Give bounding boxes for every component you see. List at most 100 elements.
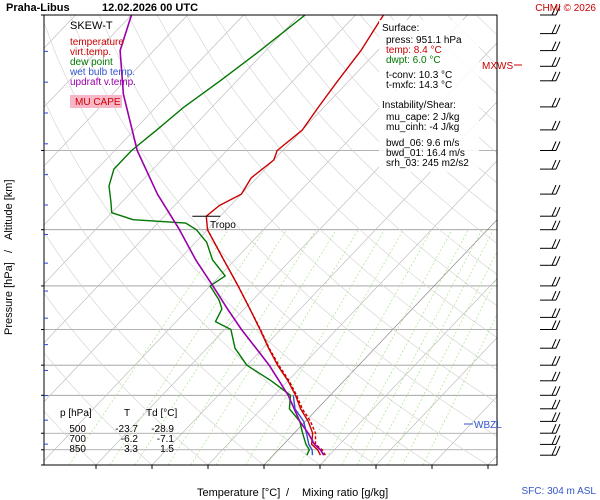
mixing-ratio-line [134, 229, 287, 465]
isotherm-line [44, 15, 412, 403]
wind-barb-flag [555, 386, 561, 396]
wind-barb [540, 276, 561, 287]
tropo-label: Tropo [210, 220, 236, 231]
wind-barb-flag [555, 256, 561, 266]
dry-adiabat-line [44, 231, 265, 465]
wind-barb-flag [555, 445, 561, 456]
isotherm-line [544, 15, 600, 465]
dry-adiabat-line [127, 15, 497, 404]
datetime: 12.02.2026 00 UTC [102, 2, 198, 14]
grid-clip [44, 15, 600, 465]
wind-profile [540, 5, 561, 456]
wbzl-label: WBZL [474, 420, 502, 431]
wind-barb-flag [555, 71, 561, 82]
level-row-td: -28.9 [151, 424, 174, 435]
wind-barb-flag [551, 355, 557, 366]
wind-barb [540, 308, 561, 318]
wind-barb-flag [551, 5, 557, 16]
wind-barb-flag [551, 445, 557, 456]
chart-title: SKEW-T [70, 20, 113, 32]
wind-barb [540, 159, 561, 170]
y-axis [41, 14, 44, 466]
surface-temp: temp: 8.4 °C [386, 45, 442, 56]
instability-heading: Instability/Shear: [382, 100, 456, 111]
dry-adiabat-line [44, 292, 209, 465]
isotherm-line [44, 15, 244, 226]
wind-barb [540, 445, 561, 456]
isotherm-line [487, 455, 497, 465]
plot-frame [43, 14, 498, 466]
wind-barb-flag [551, 290, 557, 301]
wind-barb-flag [551, 41, 557, 51]
wind-barb [540, 423, 561, 434]
mu-cape-value: mu_cape: 2 J/kg [386, 112, 459, 123]
wind-barb-flag [555, 423, 561, 434]
wind-barb [540, 371, 561, 382]
bwd-01-value: bwd_01: 16.4 m/s [386, 148, 465, 159]
wind-barb-flag [555, 276, 561, 287]
wind-barb [540, 320, 561, 330]
y-axis-title: Pressure [hPa] [3, 262, 15, 335]
isotherm-line [44, 15, 356, 344]
wind-barb-flag [555, 371, 561, 382]
level-row-t: -23.7 [115, 424, 138, 435]
legend-updraft: updraft v.temp. [70, 77, 136, 88]
wind-barb-flag [551, 276, 557, 287]
wind-barb-flag [555, 220, 561, 230]
mixing-ratio-line [167, 229, 317, 465]
wind-barb-flag [551, 120, 557, 131]
wind-barb-flag [555, 308, 561, 318]
series-layer [108, 15, 385, 456]
mixing-ratio-line [370, 229, 494, 465]
dry-adiabat-line [44, 99, 377, 465]
wind-barb [540, 57, 561, 67]
dry-adiabat-line [156, 15, 497, 371]
dry-adiabat-line [44, 167, 321, 465]
isotherm-line [44, 15, 132, 108]
wind-barb-flag [555, 24, 561, 34]
mixing-ratio-line [387, 251, 497, 465]
wind-barb [540, 5, 561, 16]
mxws-label: MXWS [482, 61, 513, 72]
sfc-label: SFC: 304 m ASL [522, 486, 597, 497]
wind-barb-flag [555, 206, 561, 217]
wind-barb-flag [551, 159, 557, 170]
legend-virt-temp: virt.temp. [70, 47, 111, 58]
dry-adiabat-line [69, 15, 489, 465]
wind-barb-flag [555, 141, 561, 151]
wind-barb-flag [551, 371, 557, 382]
wind-barb-flag [555, 320, 561, 330]
wind-barb-flag [551, 71, 557, 82]
surface-heading: Surface: [382, 23, 419, 34]
mixing-ratio-line [68, 229, 229, 465]
wind-barb [540, 141, 561, 151]
wind-barb-flag [555, 41, 561, 51]
isotherm-line [207, 160, 497, 465]
wind-barb-flag [555, 239, 561, 249]
wind-barb-flag [551, 24, 557, 34]
mixing-ratio-line [267, 229, 404, 465]
level-table-header-td: Td [°C] [146, 408, 177, 419]
wind-barb [540, 97, 561, 108]
series-dew-point-line [108, 15, 310, 456]
isotherm-line [319, 278, 497, 465]
surface-tconv: t-conv: 10.3 °C [386, 70, 452, 81]
wind-barb-flag [551, 386, 557, 396]
wind-barb [540, 256, 561, 266]
wind-barb [540, 220, 561, 231]
wind-barb-flag [555, 97, 561, 108]
legend-dew-point: dew point [70, 57, 113, 68]
wind-barb-flag [555, 120, 561, 131]
y-axis-title-separator: / [3, 249, 15, 253]
level-row-t: 3.3 [124, 444, 138, 455]
mixing-ratio-line [245, 229, 385, 465]
wind-barb [540, 412, 561, 422]
wind-barb [540, 355, 561, 366]
wind-barb [540, 399, 561, 410]
mixing-ratio-line [215, 229, 359, 465]
dry-adiabat-line [44, 352, 153, 465]
dry-adiabat-line [534, 15, 600, 465]
isotherm-line [44, 15, 300, 285]
bwd-06-value: bwd_06: 9.6 m/s [386, 138, 459, 149]
